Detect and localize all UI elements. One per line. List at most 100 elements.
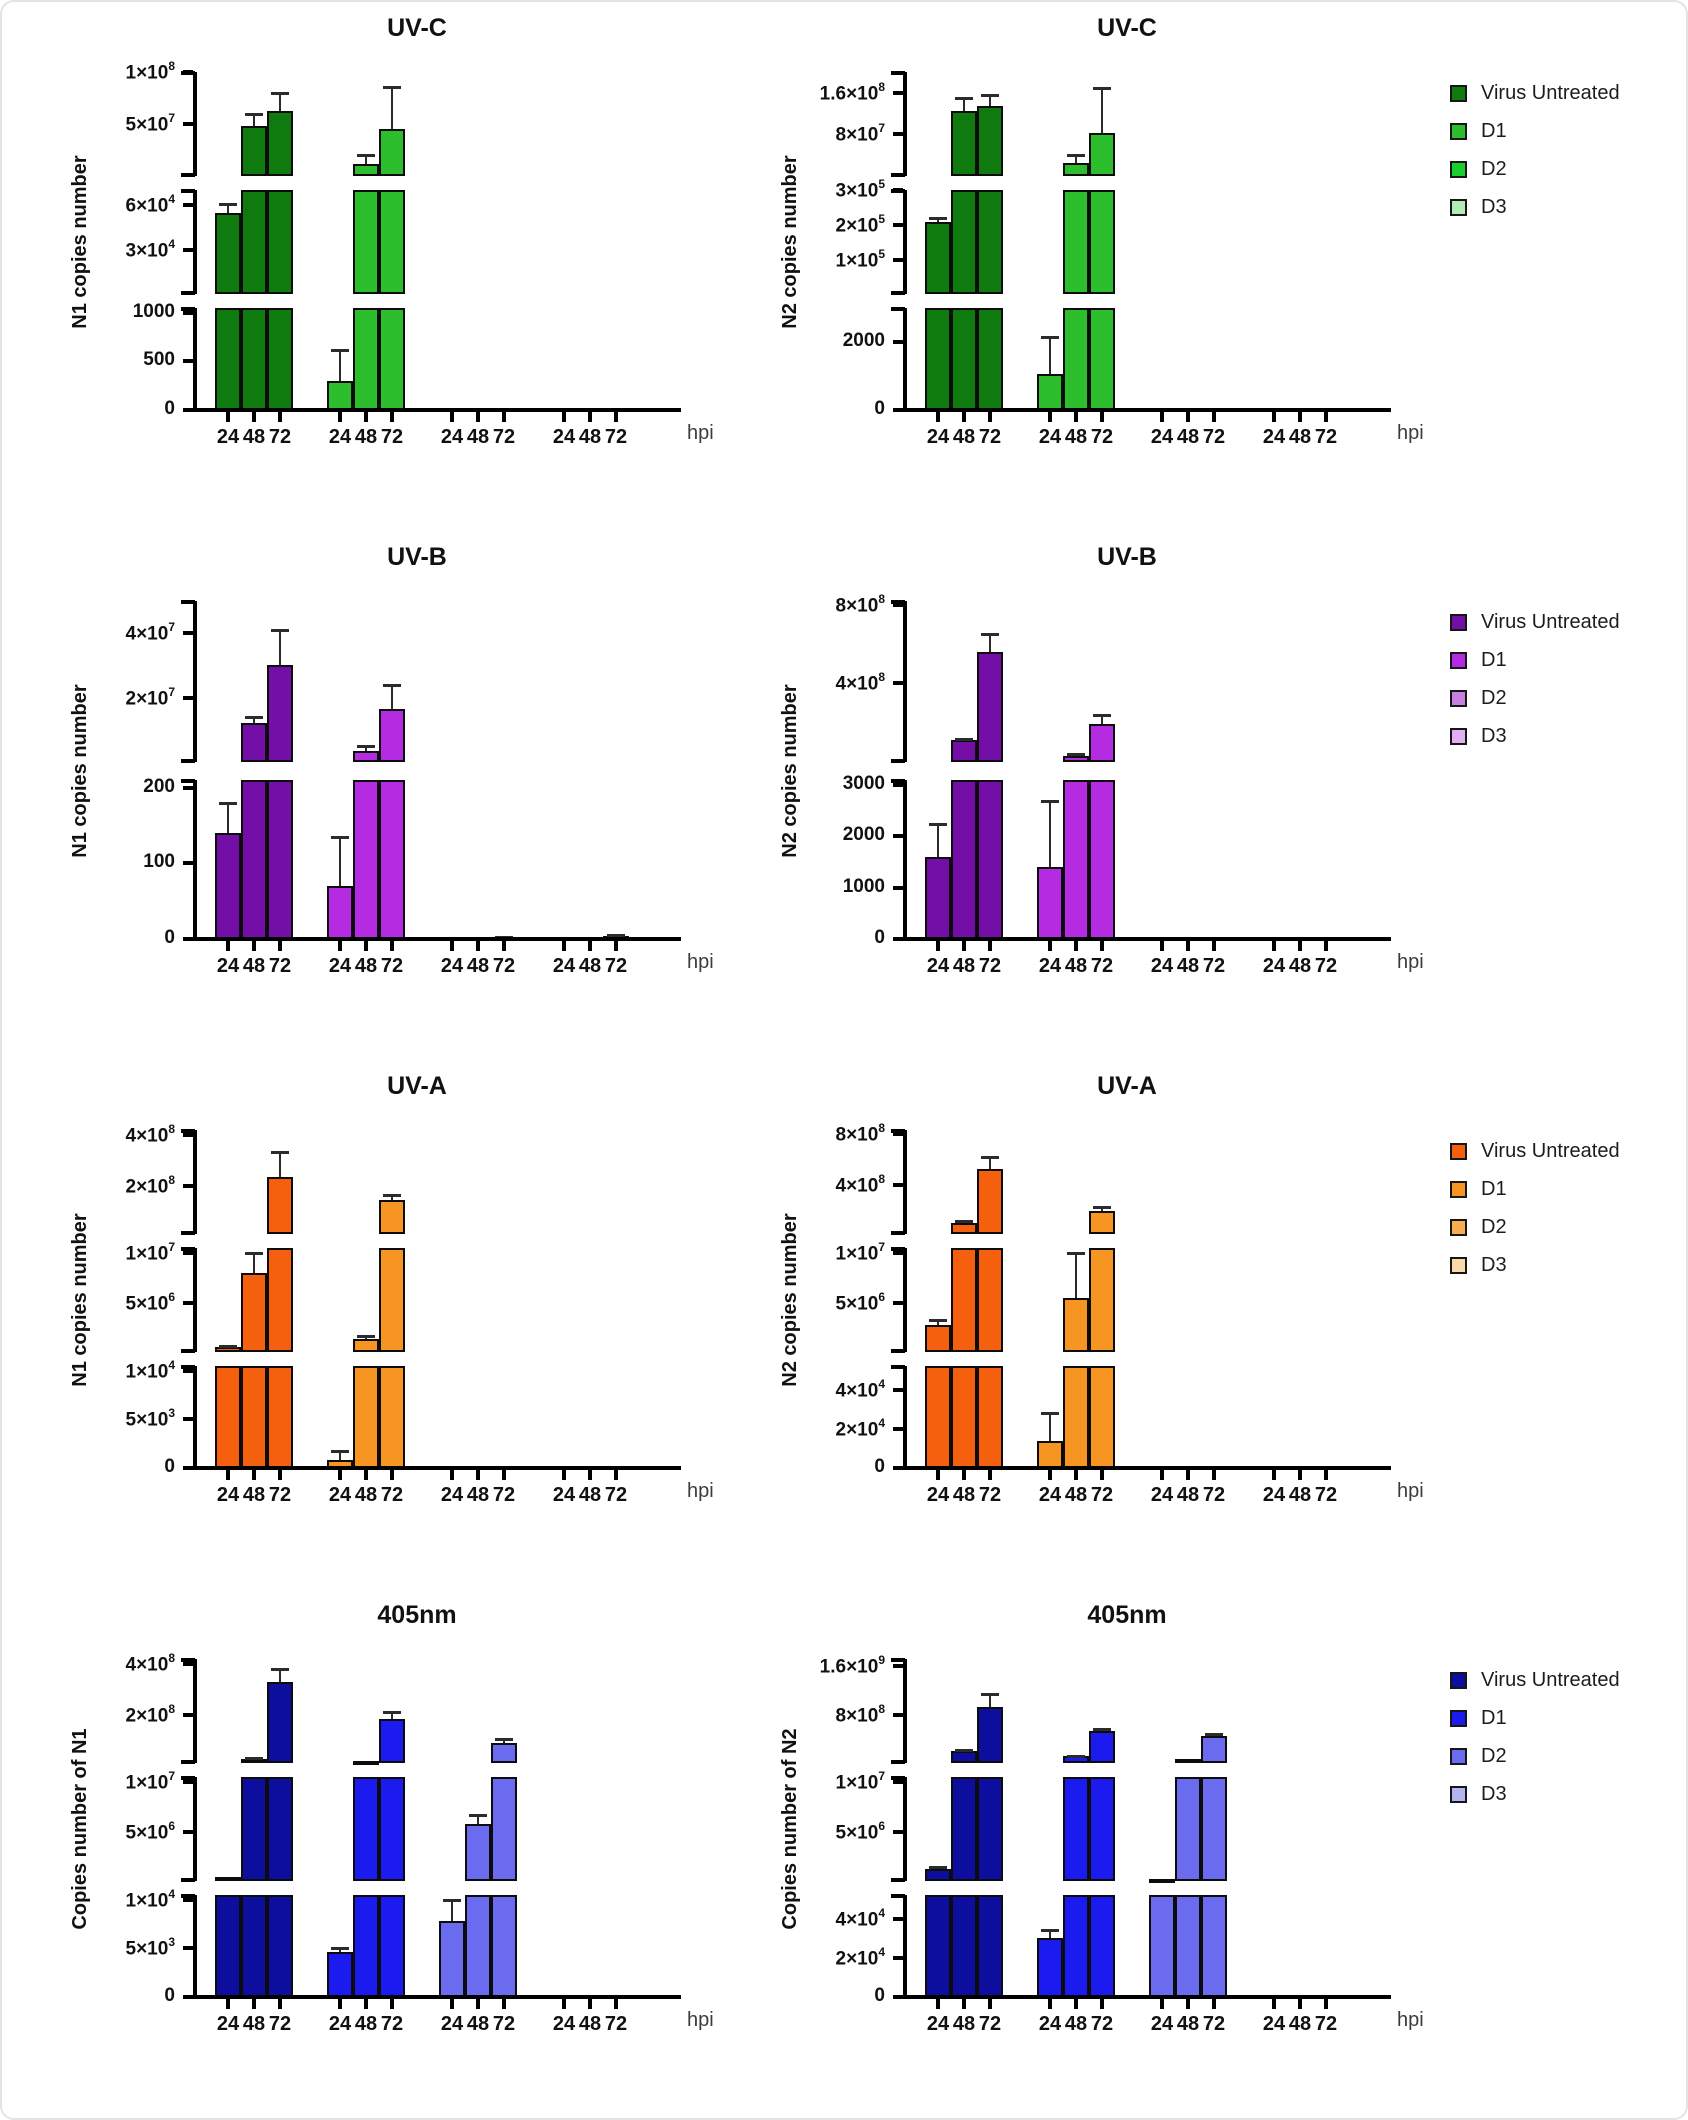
y-tick-label: 1000 [842,875,885,897]
bar-virus-untreated-72 [977,308,1003,410]
y-axis-segment [903,308,907,412]
bar-d1-48 [1063,1895,1089,1997]
figure-row-405nm: Virus Untreated D1 D2 D3 405nm Copies number … [2,1589,1686,2118]
x-axis-unit-label: hpi [1397,422,1424,444]
x-tick-label-48: 48 [242,2013,266,2035]
y-tick [893,258,903,263]
y-axis-segment-cap-top [181,1129,195,1133]
bar-virus-untreated-72 [977,1777,1003,1881]
bar-virus-untreated-72 [977,190,1003,294]
error-bar-line [989,1693,991,1708]
x-tick [614,941,618,951]
x-tick [614,1999,618,2009]
x-tick-label-72: 72 [1090,1484,1114,1506]
y-tick-label: 2×108 [125,1172,175,1198]
y-tick-label: 2×107 [125,684,175,709]
bar-virus-untreated-48 [241,1777,267,1881]
bar-d1-48 [353,190,379,294]
y-axis-segment [903,1895,907,1999]
x-tick [1074,1470,1078,1480]
y-axis-segment-cap-top [181,307,195,311]
bar-virus-untreated-48 [241,723,267,762]
y-tick-label: 4×104 [835,1376,885,1401]
x-tick-label-72: 72 [380,2013,404,2035]
x-tick-label-72: 72 [1314,955,1338,977]
legend-swatch-d2 [1450,160,1467,178]
legend-label-virus-untreated: Virus Untreated [1481,1668,1620,1691]
error-bar-cap [271,91,289,95]
x-axis-line [903,1466,1391,1470]
bar-virus-untreated-48 [951,1366,977,1468]
y-axis-segment [193,308,197,412]
legend-swatch-d2 [1450,1747,1467,1765]
error-bar-cap [955,1748,973,1752]
error-bar-cap [245,1251,263,1255]
y-axis-segment-cap-top [181,1658,195,1662]
legend-item-virus-untreated: Virus Untreated [1450,1667,1680,1693]
bar-virus-untreated-48 [951,1750,977,1763]
error-bar-cap [357,744,375,748]
x-tick [936,1470,940,1480]
x-tick [1074,941,1078,951]
x-tick-label-48: 48 [354,955,378,977]
error-bar-line [989,1156,991,1170]
x-axis-unit-label: hpi [687,2009,714,2031]
bar-d1-72 [379,190,405,294]
y-tick-label: 4×108 [125,1651,175,1676]
error-bar-line [227,802,229,833]
y-tick-label: 0 [874,398,885,419]
y-tick-label: 8×107 [835,121,885,146]
legend-label-d1: D1 [1481,1177,1507,1200]
y-axis-segment [193,1366,197,1470]
legend-swatch-d1 [1450,1709,1467,1727]
bar-d1-48 [353,308,379,410]
bar-d1-72 [1089,723,1115,762]
x-tick-label-24: 24 [552,426,576,448]
error-bar-line [963,98,965,111]
y-tick-label: 8×108 [835,591,885,617]
x-tick-label-24: 24 [926,1484,950,1506]
legend-item-d1: D1 [1450,118,1680,144]
x-tick [614,412,618,422]
x-axis-line [193,1466,681,1470]
y-axis-segment-cap-top [181,1894,195,1898]
chart-title-405nm-n1: 405nm [377,1601,457,1629]
bar-d1-72 [1089,1248,1115,1352]
x-tick [562,941,566,951]
bar-d2-48 [465,1895,491,1997]
bar-d1-72 [1089,133,1115,176]
x-tick [338,941,342,951]
legend-item-d2: D2 [1450,1743,1680,1769]
y-axis-segment-cap-bottom [181,1349,195,1353]
bar-d1-72 [1089,1211,1115,1234]
error-bar-line [339,1450,341,1461]
bar-d1-72 [1089,190,1115,294]
y-tick [893,1250,903,1255]
y-tick-label: 100 [143,851,175,873]
bar-virus-untreated-48 [951,740,977,762]
x-tick-label-72: 72 [492,2013,516,2035]
x-tick-label-24: 24 [328,2013,352,2035]
error-bar-cap [357,1334,375,1338]
y-tick [893,783,903,788]
legend-swatch-d3 [1450,727,1467,745]
error-bar-line [989,94,991,107]
y-axis-segment [903,1366,907,1470]
x-tick [1212,1999,1216,2009]
y-tick-label: 0 [164,1985,175,2006]
x-tick-label-24: 24 [552,1484,576,1506]
y-tick [893,223,903,228]
bar-virus-untreated-24 [215,212,241,294]
y-tick-label: 2000 [842,330,885,351]
y-tick [183,1897,193,1902]
bar-d1-48 [1063,1366,1089,1468]
bar-virus-untreated-72 [267,1248,293,1352]
y-tick [893,1829,903,1834]
x-tick-label-24: 24 [440,955,464,977]
y-tick-label: 5×107 [125,111,175,136]
x-tick-label-48: 48 [952,426,976,448]
y-axis-segment-cap-bottom [891,173,905,177]
y-tick [893,340,903,344]
x-axis-unit-label: hpi [687,422,714,444]
bar-d2-24 [1149,1879,1175,1883]
